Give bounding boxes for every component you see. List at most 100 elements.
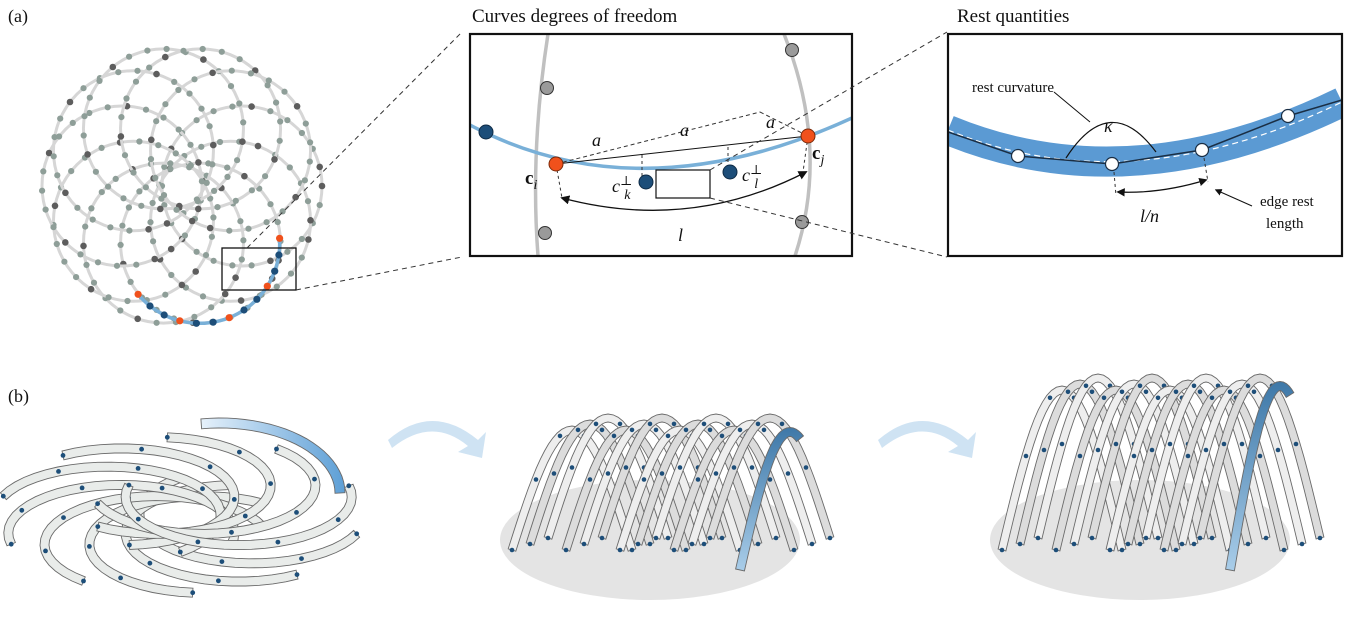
rosette-node xyxy=(281,88,288,95)
rest-node xyxy=(1010,148,1026,164)
gridshell-joint xyxy=(8,541,14,547)
rosette-node xyxy=(113,262,121,269)
gridshell-joint xyxy=(1023,453,1029,459)
highlighted-red-node xyxy=(225,314,233,322)
rosette-node xyxy=(265,77,272,84)
rosette-node xyxy=(203,179,210,186)
gridshell-joint xyxy=(647,421,653,427)
gridshell-joint xyxy=(1209,395,1215,401)
gridshell-joint xyxy=(629,547,635,553)
rosette-node xyxy=(50,224,57,231)
rosette-node xyxy=(318,182,326,190)
rosette-node xyxy=(298,254,305,261)
rosette-node xyxy=(236,100,243,107)
gridshell-joint xyxy=(557,433,563,439)
rosette-node xyxy=(94,259,102,266)
gridshell-ribbon xyxy=(1051,385,1181,552)
rosette-node xyxy=(248,187,255,194)
gridshell-joint xyxy=(159,485,165,491)
gridshell-ribbon xyxy=(1141,373,1271,540)
highlighted-blue-node xyxy=(160,311,168,319)
rosette-node xyxy=(181,232,188,239)
rosette-node xyxy=(96,77,103,84)
rosette-node xyxy=(142,184,149,191)
gridshell-joint xyxy=(1251,389,1257,395)
gridshell-joint xyxy=(1119,389,1125,395)
gridshell-joint xyxy=(237,449,242,455)
label-cl: c⊥ l xyxy=(742,162,762,192)
rosette-node xyxy=(162,101,169,108)
rosette-node xyxy=(262,173,269,180)
rosette-node xyxy=(187,162,194,169)
highlighted-blue-node xyxy=(271,267,279,275)
rosette-node xyxy=(87,285,95,293)
arc-length-arrow xyxy=(560,171,808,211)
rosette-node xyxy=(248,103,255,110)
rosette-node xyxy=(144,47,151,54)
rosette-node xyxy=(198,105,205,112)
rosette-node xyxy=(316,202,323,209)
rosette-node xyxy=(284,248,291,255)
gridshell-joint xyxy=(1173,547,1179,553)
highlighted-red-node xyxy=(134,290,142,298)
gridshell-joint xyxy=(617,421,623,427)
gridshell-joint xyxy=(1041,447,1047,453)
rosette-node xyxy=(208,304,215,311)
rosette-node xyxy=(229,103,236,110)
gridshell-joint xyxy=(1227,389,1233,395)
gridshell-joint xyxy=(126,542,132,548)
dashed-ci xyxy=(555,111,761,165)
gridshell-ribbon xyxy=(507,425,637,552)
gridshell-joint xyxy=(1125,541,1131,547)
rosette-node xyxy=(237,297,245,304)
gridshell-joint xyxy=(1077,453,1083,459)
rosette-node xyxy=(202,252,210,259)
rosette-node xyxy=(149,199,156,207)
rosette-node xyxy=(105,294,112,301)
blue-node xyxy=(478,124,494,140)
rosette-node xyxy=(195,205,202,213)
rosette-node xyxy=(119,222,126,229)
rest-node xyxy=(1194,142,1210,158)
rosette-node xyxy=(191,76,198,83)
rosette-node xyxy=(301,177,308,184)
rosette-node xyxy=(271,156,278,163)
gridshell-joint xyxy=(200,486,205,492)
red-node-ci xyxy=(548,156,564,172)
zoom-box-inset1 xyxy=(655,169,711,199)
rosette-node xyxy=(236,56,243,63)
gridshell-ribbon xyxy=(561,425,691,552)
rosette-node xyxy=(109,63,117,71)
rosette-node xyxy=(175,126,182,133)
rosette-node xyxy=(210,257,217,264)
gridshell-joint xyxy=(1191,541,1197,547)
gridshell-ribbon xyxy=(120,482,357,551)
rosette-node xyxy=(193,248,200,255)
gridshell-joint xyxy=(312,476,317,482)
rosette-node xyxy=(134,67,141,74)
rosette-node xyxy=(188,217,196,225)
gridshell-joint xyxy=(1155,535,1161,541)
gray-node xyxy=(538,226,552,240)
gridshell-joint xyxy=(737,427,743,433)
edge-rest-label-1: edge rest xyxy=(1260,194,1315,210)
rosette-node xyxy=(267,257,274,265)
rosette-node xyxy=(226,227,233,234)
gridshell-ribbon xyxy=(579,419,709,546)
blue-node-cl xyxy=(722,164,738,180)
gridshell-joint xyxy=(749,465,755,470)
rosette-node xyxy=(239,138,246,145)
gridshell-joint xyxy=(1185,453,1191,459)
gridshell-joint xyxy=(779,421,785,427)
gridshell-joint xyxy=(1131,453,1137,459)
rosette-node xyxy=(104,104,111,111)
label-a-1: a xyxy=(592,130,601,150)
ln-label: l/n xyxy=(1140,206,1159,226)
gridshell-joint xyxy=(593,421,599,427)
rosette-node xyxy=(305,236,312,243)
rosette-node xyxy=(292,193,299,201)
rosette-node xyxy=(62,189,69,197)
gridshell-joint xyxy=(533,477,539,482)
gridshell-joint xyxy=(1191,383,1197,389)
rosette-node xyxy=(199,45,206,53)
